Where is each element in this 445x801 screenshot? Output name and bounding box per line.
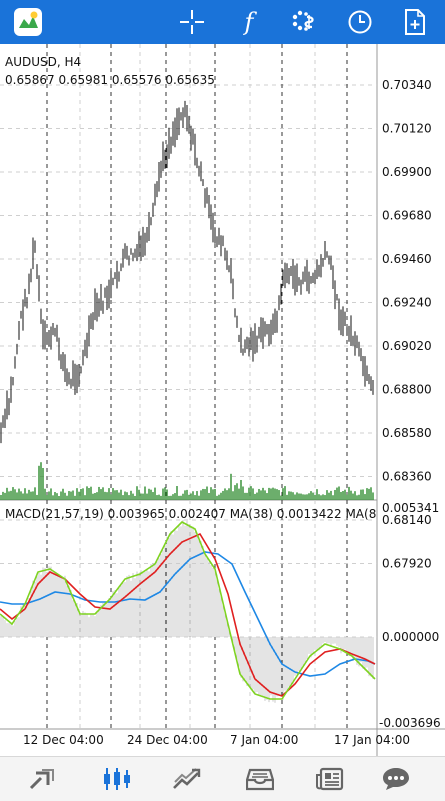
ohlc-label: 0.65867 0.65981 0.65576 0.65635 — [5, 73, 215, 87]
price-axis-label: 0.70340 — [382, 78, 432, 92]
macd-red-line — [0, 532, 376, 697]
date-axis-label: 7 Jan 04:00 — [230, 733, 298, 747]
price-axis-label: 0.68800 — [382, 383, 432, 397]
clock-icon[interactable] — [338, 0, 382, 44]
messages-icon[interactable] — [366, 757, 426, 801]
price-candles — [0, 100, 374, 444]
volume-bars — [0, 462, 374, 500]
symbol-label: AUDUSD, H4 — [5, 55, 81, 69]
history-icon[interactable] — [230, 757, 290, 801]
app-logo-icon[interactable] — [6, 0, 50, 44]
macd-green-line — [0, 521, 376, 700]
price-axis-label: 0.68580 — [382, 426, 432, 440]
bottom-nav — [0, 756, 445, 801]
macd-top-label: 0.005341 — [382, 501, 439, 515]
macd-signal-blue-line — [0, 551, 376, 677]
price-axis-label: 0.67920 — [382, 557, 432, 571]
price-axis-label: 0.69900 — [382, 165, 432, 179]
date-axis-label: 17 Jan 04:00 — [334, 733, 410, 747]
price-axis-label: 0.69460 — [382, 252, 432, 266]
chart-icon[interactable] — [87, 757, 147, 801]
price-axis-label: 0.69240 — [382, 296, 432, 310]
crosshair-icon[interactable] — [170, 0, 214, 44]
macd-zero-label: 0.000000 — [382, 630, 439, 644]
macd-lines — [0, 521, 376, 700]
top-toolbar: f — [0, 0, 445, 44]
add-document-icon[interactable] — [393, 0, 437, 44]
price-axis-label: 0.68360 — [382, 470, 432, 484]
macd-bottom-label: -0.003696 — [379, 716, 441, 730]
timeframe-icon[interactable] — [283, 0, 327, 44]
chart-area[interactable]: 0.70340 0.70120 0.69900 0.69680 0.69460 0.692… — [0, 44, 445, 756]
macd-label: MACD(21,57,19) 0.003965 0.002407 MA(38) … — [5, 507, 376, 521]
quotes-icon[interactable] — [12, 757, 72, 801]
indicators-icon[interactable]: f — [227, 0, 271, 44]
date-axis-label: 12 Dec 04:00 — [23, 733, 104, 747]
price-axis-label: 0.70120 — [382, 122, 432, 136]
trade-icon[interactable] — [157, 757, 217, 801]
date-axis-label: 24 Dec 04:00 — [127, 733, 208, 747]
price-axis-label: 0.69020 — [382, 339, 432, 353]
news-icon[interactable] — [300, 757, 360, 801]
price-axis-label: 0.68140 — [382, 513, 432, 527]
chart-grid — [0, 44, 445, 756]
indicators-glyph: f — [244, 8, 254, 36]
price-axis-label: 0.69680 — [382, 209, 432, 223]
